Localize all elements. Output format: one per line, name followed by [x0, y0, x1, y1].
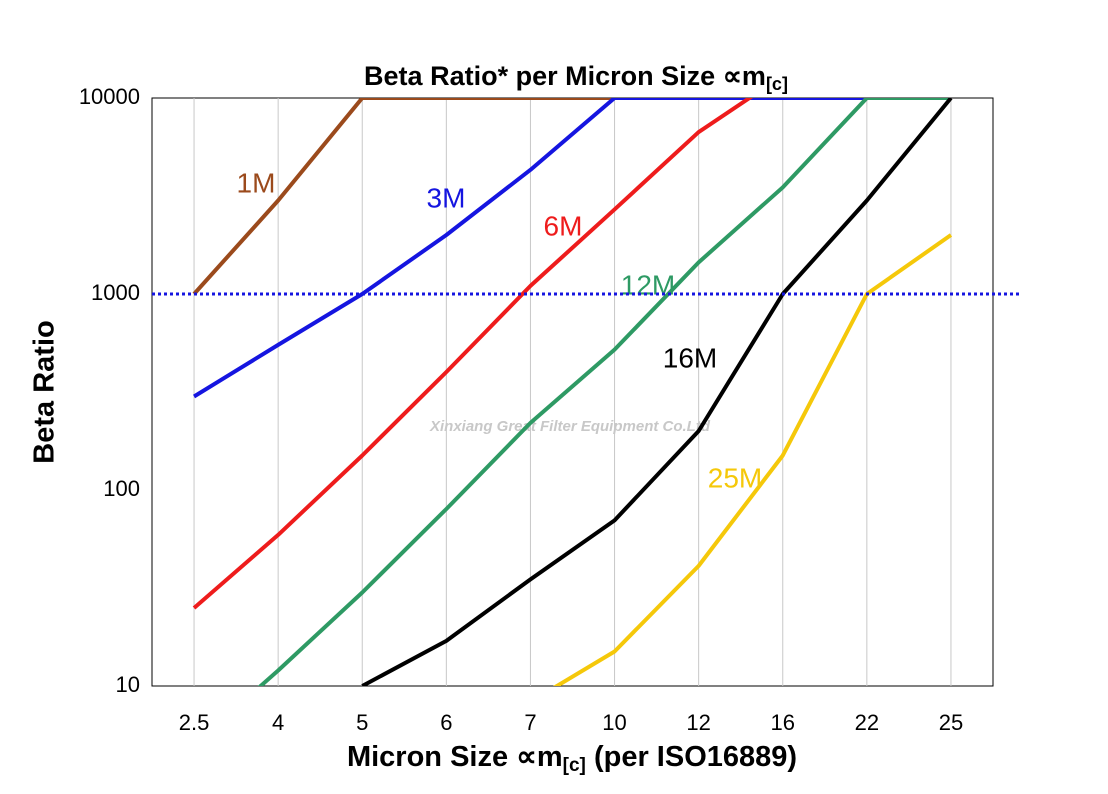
watermark: Xinxiang Great Filter Equipment Co.Ltd	[429, 418, 711, 435]
x-tick-label: 22	[855, 710, 879, 735]
y-tick-label: 10000	[79, 84, 140, 109]
x-tick-label: 4	[272, 710, 284, 735]
x-tick-label: 7	[524, 710, 536, 735]
y-tick-label: 1000	[91, 280, 140, 305]
x-tick-label: 5	[356, 710, 368, 735]
series-line	[192, 98, 754, 610]
x-tick-label: 25	[939, 710, 963, 735]
series-label: 1M	[237, 167, 276, 198]
series-line	[361, 98, 953, 686]
x-tick-label: 16	[771, 710, 795, 735]
series-line	[192, 98, 615, 296]
y-axis-label: Beta Ratio	[29, 320, 61, 463]
x-tick-label: 6	[440, 710, 452, 735]
series-line	[553, 233, 953, 686]
series-label: 3M	[427, 182, 466, 213]
series-line	[193, 98, 867, 399]
plot-lines	[192, 98, 953, 686]
series-line	[257, 98, 951, 686]
y-tick-label: 10	[116, 672, 140, 697]
series-label: 12M	[621, 269, 675, 300]
x-tick-label: 2.5	[179, 710, 210, 735]
series-label: 25M	[708, 462, 762, 493]
x-tick-label: 12	[686, 710, 710, 735]
series-label: 16M	[663, 342, 717, 373]
x-tick-label: 10	[602, 710, 626, 735]
chart-title: Beta Ratio* per Micron Size ∝m[c]	[364, 61, 788, 94]
y-tick-label: 100	[103, 476, 140, 501]
x-axis-label: Micron Size ∝m[c] (per ISO16889)	[347, 741, 797, 776]
series-label: 6M	[544, 210, 583, 241]
